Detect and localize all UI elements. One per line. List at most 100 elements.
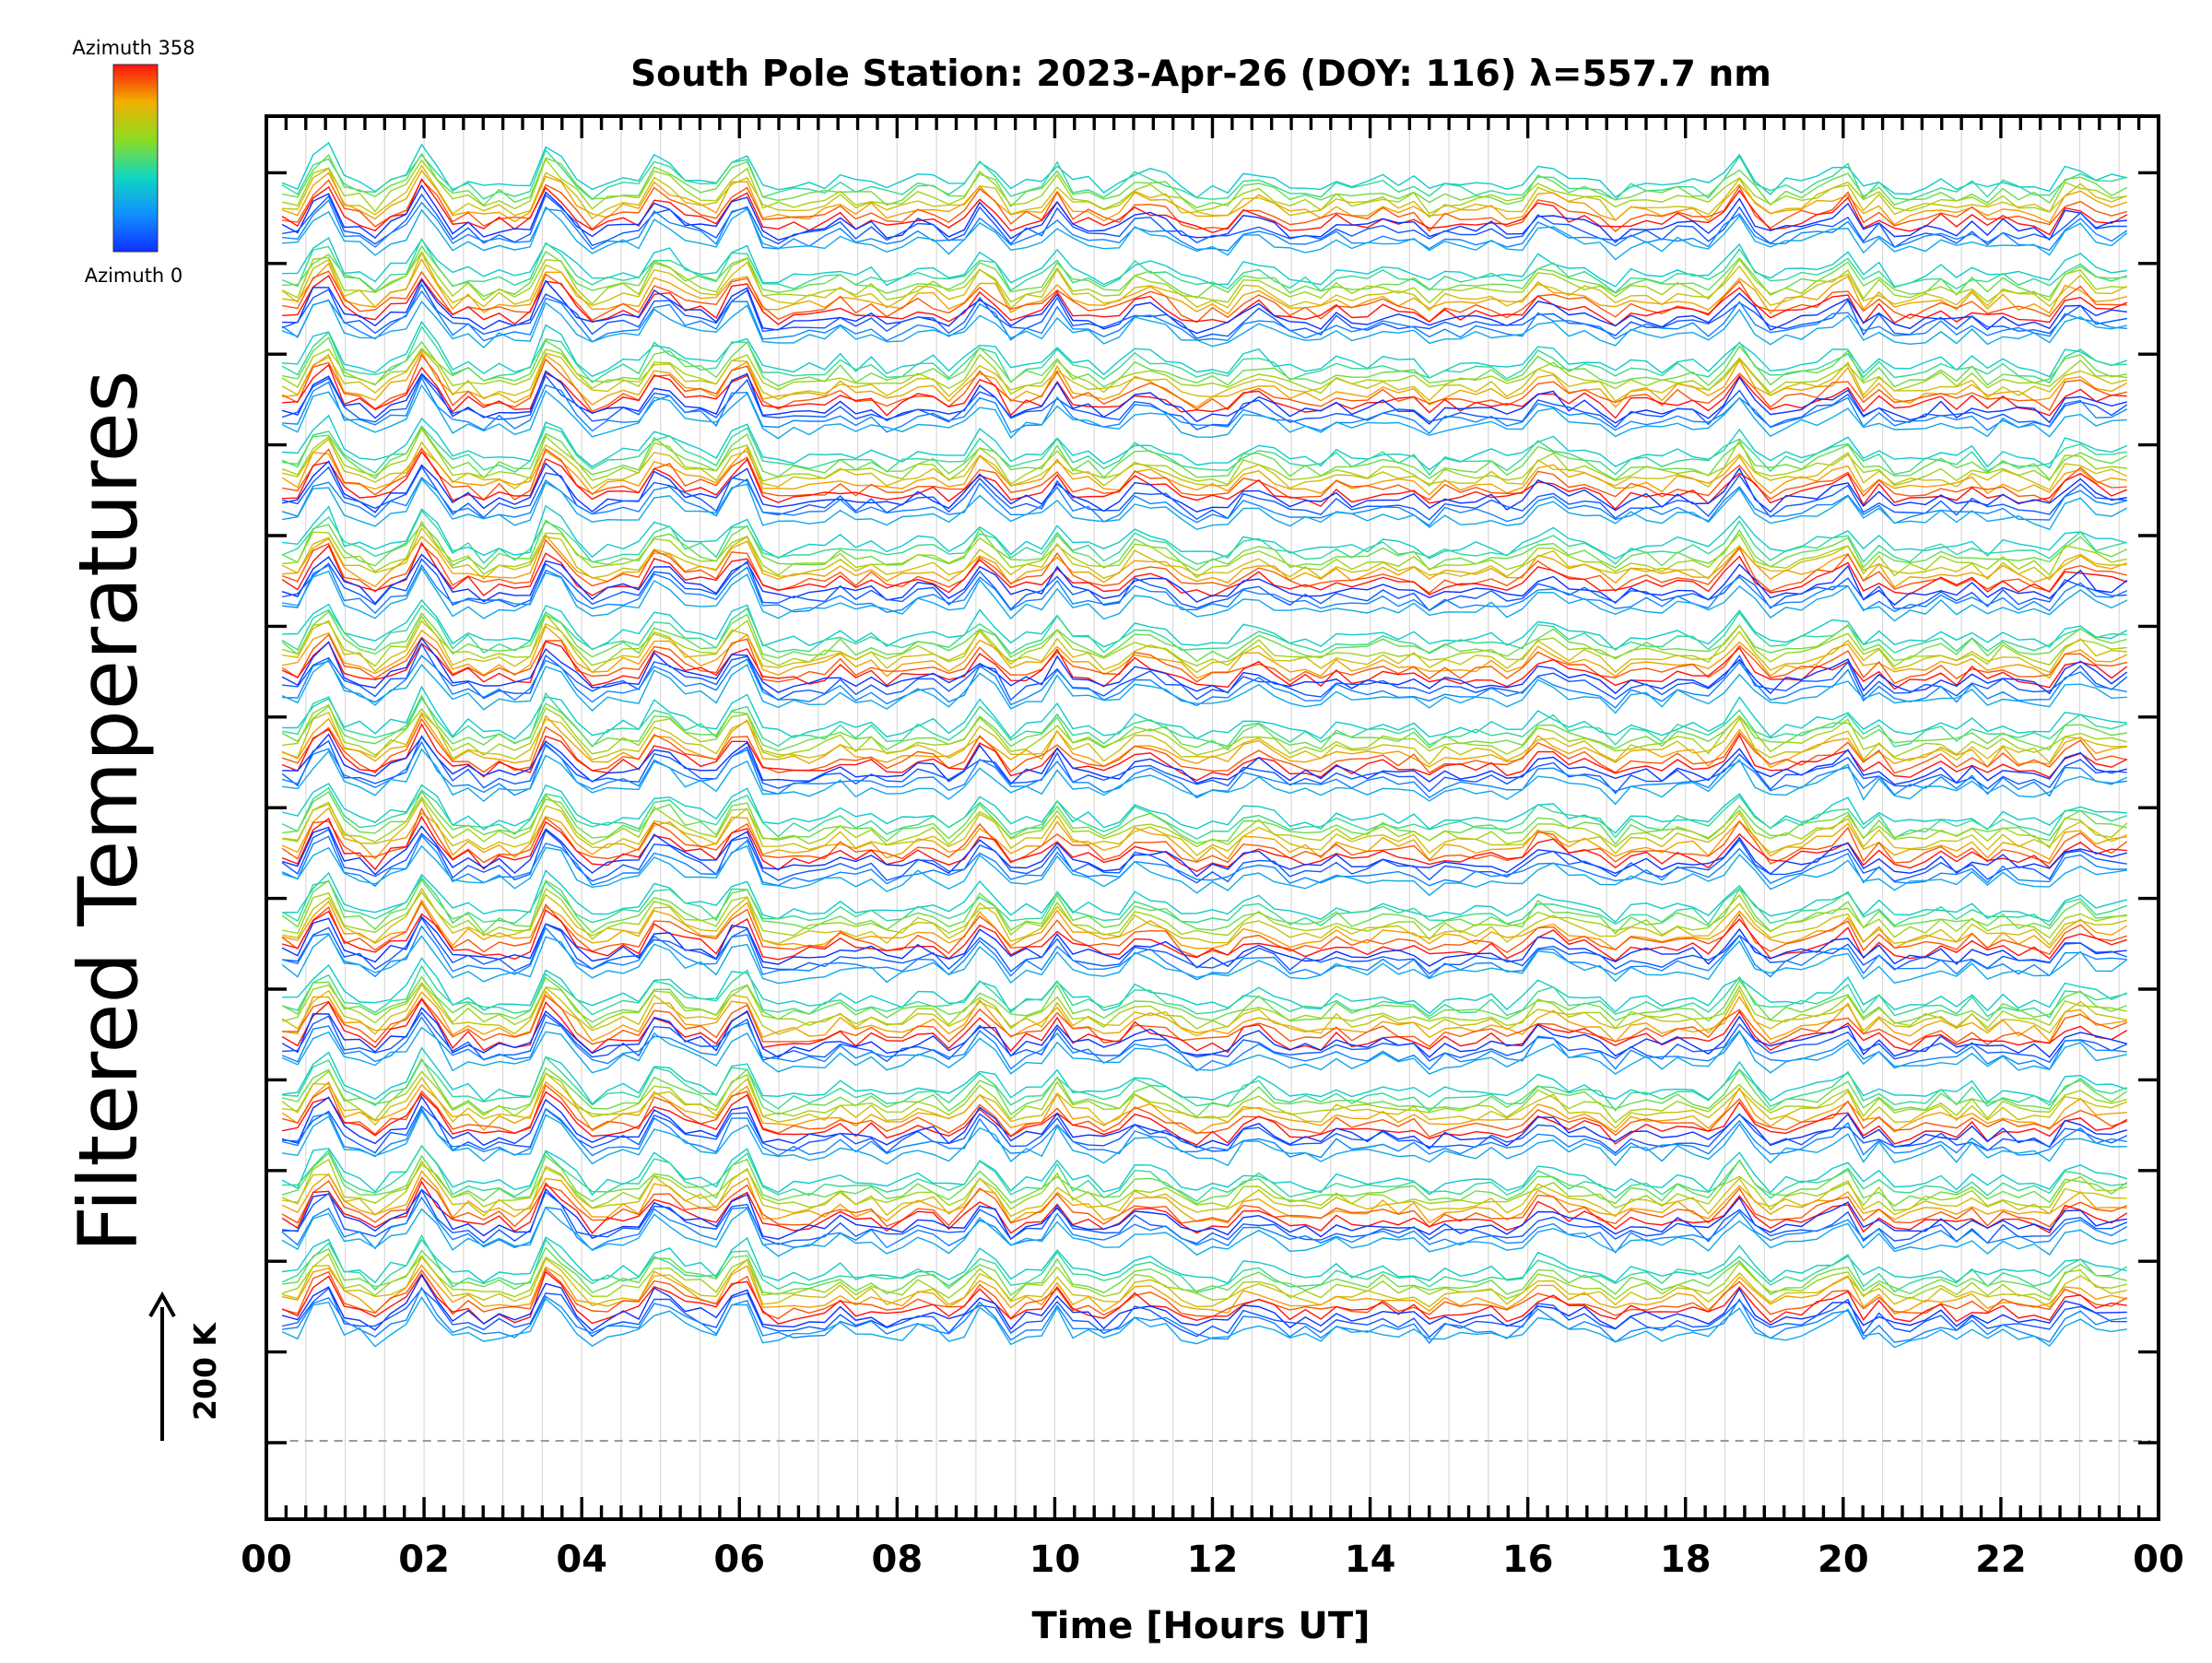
series-line bbox=[281, 1151, 2128, 1208]
series-line bbox=[282, 790, 2127, 845]
series-line bbox=[281, 983, 2127, 1037]
series-line bbox=[281, 438, 2128, 491]
series-line bbox=[281, 909, 2128, 961]
series-line bbox=[281, 1252, 2127, 1302]
series-line bbox=[281, 152, 2128, 209]
series-line bbox=[281, 237, 2128, 294]
series-line bbox=[281, 933, 2128, 985]
series-line bbox=[281, 178, 2128, 236]
series-line bbox=[282, 426, 2128, 481]
series-line bbox=[281, 141, 2127, 199]
series-line bbox=[281, 1158, 2127, 1211]
x-tick-labels: 00 02 04 06 08 10 12 14 16 18 20 22 00 bbox=[241, 1539, 2184, 1581]
series-line bbox=[281, 169, 2128, 226]
series-line bbox=[281, 509, 2127, 565]
series-line bbox=[281, 975, 2128, 1024]
series-line bbox=[281, 1080, 2127, 1135]
x-tick-label: 22 bbox=[1975, 1539, 2027, 1581]
series-line bbox=[282, 994, 2128, 1048]
series-line bbox=[281, 373, 2128, 430]
series-line bbox=[281, 446, 2127, 496]
x-tick-label: 20 bbox=[1818, 1539, 1869, 1581]
series-line bbox=[282, 278, 2127, 335]
series-line bbox=[281, 1296, 2127, 1349]
series-line bbox=[282, 1236, 2127, 1284]
series-line bbox=[281, 694, 2127, 752]
series-line bbox=[282, 450, 2128, 511]
series-line bbox=[281, 964, 2127, 1019]
series-line bbox=[281, 348, 2127, 403]
x-axis-label: Time [Hours UT] bbox=[1032, 1605, 1371, 1647]
series-line bbox=[281, 1026, 2127, 1075]
series-line bbox=[281, 1264, 2127, 1315]
series-line bbox=[282, 504, 2127, 560]
series-line bbox=[281, 1070, 2127, 1124]
series-line bbox=[281, 888, 2127, 941]
series-line bbox=[282, 414, 2128, 471]
series-line bbox=[281, 347, 2127, 395]
series-line bbox=[281, 478, 2128, 531]
series-line bbox=[281, 915, 2127, 969]
series-line bbox=[282, 376, 2128, 435]
series-line bbox=[281, 158, 2127, 215]
series-line bbox=[281, 807, 2128, 865]
x-tick-label: 10 bbox=[1030, 1539, 1081, 1581]
series-line bbox=[282, 1144, 2127, 1202]
series-line bbox=[281, 446, 2127, 503]
series-line bbox=[281, 990, 2127, 1044]
series-line bbox=[281, 899, 2128, 951]
series-line bbox=[281, 717, 2127, 774]
x-tick-label: 04 bbox=[556, 1539, 607, 1581]
series-line bbox=[281, 604, 2127, 655]
series-line bbox=[281, 1109, 2127, 1167]
series-line bbox=[282, 206, 2128, 261]
series-line bbox=[282, 363, 2127, 419]
series-line bbox=[281, 477, 2127, 527]
x-tick-label: 00 bbox=[241, 1539, 292, 1581]
series-line bbox=[281, 723, 2128, 782]
series-line bbox=[282, 916, 2128, 975]
series-line bbox=[281, 1107, 2127, 1159]
series-line bbox=[282, 275, 2128, 327]
series-line bbox=[282, 1071, 2128, 1129]
series-line bbox=[281, 538, 2127, 595]
series-line bbox=[281, 794, 2128, 849]
series-line bbox=[282, 1046, 2128, 1105]
series-line bbox=[281, 383, 2127, 440]
series-line bbox=[282, 520, 2127, 579]
series-line bbox=[282, 244, 2127, 299]
series-line bbox=[281, 1170, 2127, 1224]
x-tick-label: 16 bbox=[1502, 1539, 1554, 1581]
x-tick-label: 02 bbox=[398, 1539, 450, 1581]
series-lines bbox=[281, 141, 2128, 1349]
colorbar bbox=[112, 64, 159, 253]
x-tick-label: 08 bbox=[871, 1539, 923, 1581]
series-line bbox=[282, 534, 2128, 588]
series-line bbox=[281, 1206, 2127, 1257]
series-line bbox=[282, 164, 2128, 221]
series-line bbox=[281, 610, 2127, 663]
series-line bbox=[281, 257, 2127, 315]
series-line bbox=[281, 625, 2128, 679]
series-line bbox=[281, 637, 2128, 695]
series-line bbox=[281, 786, 2128, 840]
series-line bbox=[281, 1144, 2127, 1197]
series-line bbox=[281, 251, 2128, 312]
series-line bbox=[281, 1233, 2128, 1293]
series-line bbox=[281, 613, 2127, 667]
series-line bbox=[281, 641, 2128, 690]
series-line bbox=[281, 428, 2127, 488]
series-line bbox=[281, 828, 2127, 884]
series-line bbox=[281, 336, 2127, 388]
series-line bbox=[281, 1273, 2127, 1332]
series-line bbox=[281, 1095, 2127, 1150]
series-line bbox=[281, 713, 2127, 769]
series-line bbox=[281, 289, 2127, 343]
series-line bbox=[282, 350, 2128, 408]
y-axis-label: Filtered Temperatures bbox=[61, 370, 156, 1252]
series-line bbox=[281, 558, 2127, 612]
series-line bbox=[281, 193, 2127, 249]
chart-title: South Pole Station: 2023-Apr-26 (DOY: 11… bbox=[630, 53, 1771, 95]
